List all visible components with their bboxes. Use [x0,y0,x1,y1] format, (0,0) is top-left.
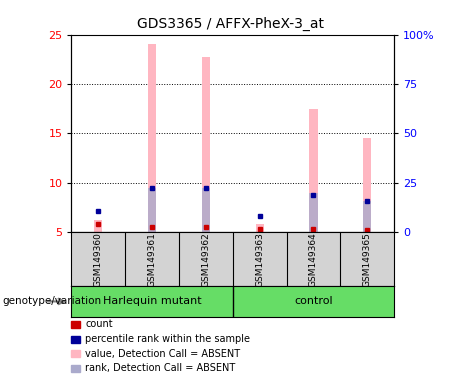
Text: GSM149360: GSM149360 [94,232,103,286]
Text: Harlequin mutant: Harlequin mutant [103,296,201,306]
Bar [148,45,156,232]
Text: GSM149361: GSM149361 [148,232,157,286]
Text: control: control [294,296,333,306]
Text: GSM149363: GSM149363 [255,232,264,286]
Text: rank, Detection Call = ABSENT: rank, Detection Call = ABSENT [85,363,236,373]
Bar [202,188,210,232]
Bar [202,57,210,232]
Bar [256,224,264,232]
Bar [309,193,318,232]
Bar [363,201,371,232]
Text: GSM149362: GSM149362 [201,232,210,286]
Text: genotype/variation: genotype/variation [2,296,101,306]
Text: GSM149364: GSM149364 [309,232,318,286]
Bar [309,109,318,232]
Text: percentile rank within the sample: percentile rank within the sample [85,334,250,344]
Bar [95,220,102,232]
Bar [148,188,156,232]
Text: count: count [85,319,113,329]
Text: GDS3365 / AFFX-PheX-3_at: GDS3365 / AFFX-PheX-3_at [137,17,324,31]
Text: value, Detection Call = ABSENT: value, Detection Call = ABSENT [85,349,240,359]
Text: GSM149365: GSM149365 [363,232,372,286]
Bar [363,138,371,232]
